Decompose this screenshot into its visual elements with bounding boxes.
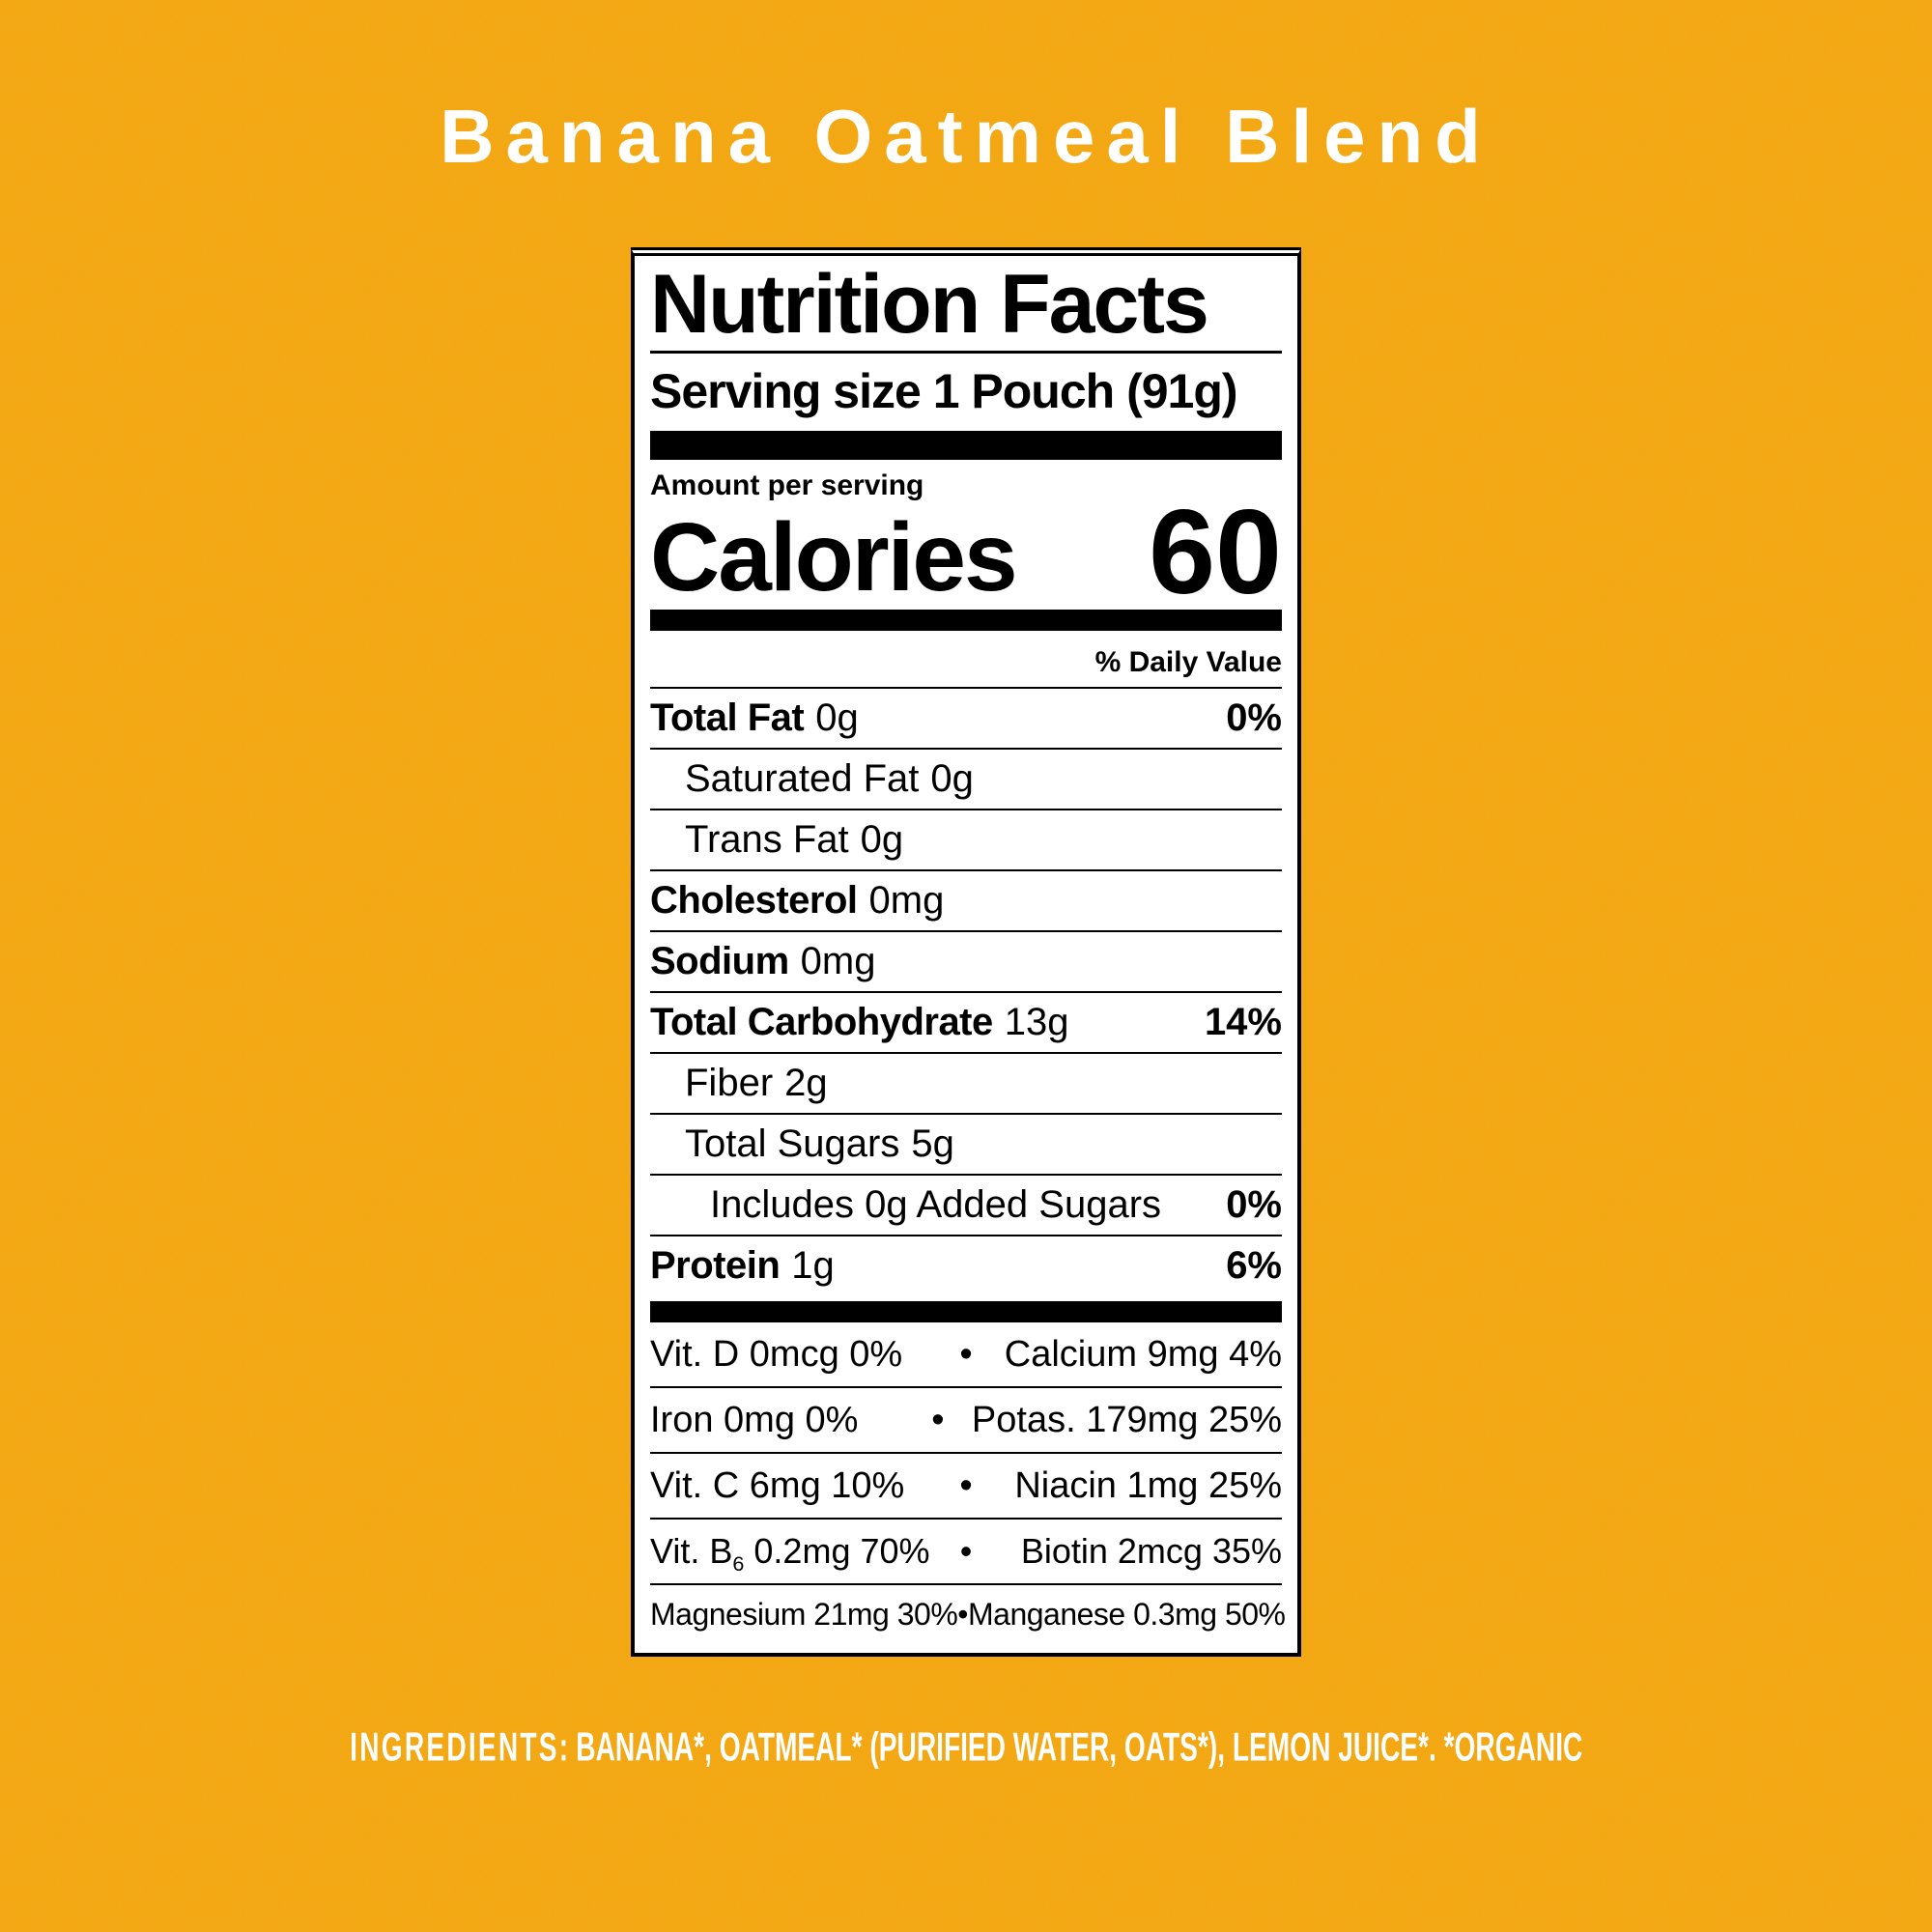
nutrient-name: Includes 0g Added Sugars bbox=[710, 1183, 1162, 1227]
micronutrient-left: Vit. B6 0.2mg 70% bbox=[650, 1531, 932, 1574]
micronutrient-left: Magnesium 21mg 30% bbox=[650, 1596, 958, 1632]
nutrient-row-saturated-fat: Saturated Fat 0g bbox=[650, 750, 1282, 811]
nutrient-name: Total Fat bbox=[650, 696, 805, 740]
nutrient-amount: 0mg bbox=[868, 879, 945, 923]
nutrient-name: Protein bbox=[650, 1244, 781, 1288]
bullet-separator: • bbox=[957, 1596, 968, 1632]
micronutrient-right: Calcium 9mg 4% bbox=[1004, 1333, 1282, 1375]
amount-per-serving-label: Amount per serving bbox=[650, 469, 924, 502]
micronutrient-right: Biotin 2mcg 35% bbox=[1020, 1531, 1282, 1572]
nutrient-name: Fiber bbox=[685, 1062, 774, 1105]
nutrient-amount: 1g bbox=[791, 1244, 835, 1288]
calories-row: Calories 60 bbox=[650, 485, 1282, 619]
nutrient-row-total-fat: Total Fat 0g 0% bbox=[650, 689, 1282, 751]
nutrient-name: Saturated Fat bbox=[685, 757, 920, 801]
nutrient-row-added-sugars: Includes 0g Added Sugars 0% bbox=[650, 1176, 1282, 1237]
micronutrient-row-vit-b6-biotin: Vit. B6 0.2mg 70% • Biotin 2mcg 35% bbox=[650, 1520, 1282, 1586]
daily-value-header: % Daily Value bbox=[650, 637, 1282, 690]
nutrition-facts-heading: Nutrition Facts bbox=[650, 263, 1282, 355]
vit-b-subscript: 6 bbox=[732, 1551, 745, 1577]
micronutrient-row-iron-potassium: Iron 0mg 0% • Potas. 179mg 25% bbox=[650, 1388, 1282, 1455]
product-title: Banana Oatmeal Blend bbox=[440, 94, 1492, 179]
micronutrient-row-vit-d-calcium: Vit. D 0mcg 0% • Calcium 9mg 4% bbox=[650, 1322, 1282, 1389]
ingredients-list: BANANA*, OATMEAL* (PURIFIED WATER, OATS*… bbox=[576, 1725, 1583, 1771]
bullet-separator: • bbox=[959, 1464, 973, 1506]
nutrient-row-fiber: Fiber 2g bbox=[650, 1054, 1282, 1116]
calories-value: 60 bbox=[1149, 485, 1282, 619]
medium-divider-bar bbox=[650, 610, 1282, 632]
nutrient-amount: 5g bbox=[911, 1122, 954, 1166]
thick-divider-bar bbox=[650, 431, 1282, 461]
nutrient-amount: 13g bbox=[1004, 1001, 1069, 1044]
nutrient-amount: 0g bbox=[930, 757, 974, 801]
calories-label: Calories bbox=[650, 503, 1018, 612]
nutrient-row-total-sugars: Total Sugars 5g bbox=[650, 1115, 1282, 1177]
nutrition-facts-panel: Nutrition Facts Serving size 1 Pouch (91… bbox=[631, 247, 1301, 1658]
micronutrient-row-vit-c-niacin: Vit. C 6mg 10% • Niacin 1mg 25% bbox=[650, 1454, 1282, 1520]
nutrient-name: Total Carbohydrate bbox=[650, 1001, 993, 1044]
micronutrient-row-magnesium-manganese: Magnesium 21mg 30% • Manganese 0.3mg 50% bbox=[650, 1585, 1286, 1643]
serving-size-text: Serving size 1 Pouch (91g) bbox=[650, 364, 1238, 419]
nutrient-row-sodium: Sodium 0mg bbox=[650, 932, 1282, 994]
nutrient-amount: 2g bbox=[784, 1062, 828, 1105]
nutrient-daily-value: 6% bbox=[1226, 1244, 1282, 1288]
nutrient-name: Trans Fat bbox=[685, 818, 849, 862]
micronutrient-left: Vit. D 0mcg 0% bbox=[650, 1333, 903, 1375]
nutrient-daily-value: 0% bbox=[1226, 1183, 1282, 1227]
micronutrient-left: Vit. C 6mg 10% bbox=[650, 1464, 905, 1506]
nutrient-name: Total Sugars bbox=[685, 1122, 900, 1166]
nutrient-daily-value: 14% bbox=[1204, 1001, 1282, 1044]
nutrient-daily-value: 0% bbox=[1226, 696, 1282, 740]
vit-b-text: Vit. B bbox=[650, 1531, 733, 1572]
ingredients-text-wrapper: INGREDIENTS: BANANA*, OATMEAL* (PURIFIED … bbox=[350, 1725, 1582, 1771]
nutrient-row-cholesterol: Cholesterol 0mg bbox=[650, 871, 1282, 933]
micronutrient-right: Manganese 0.3mg 50% bbox=[967, 1596, 1286, 1632]
micronutrient-right: Potas. 179mg 25% bbox=[971, 1399, 1282, 1440]
nutrient-row-protein: Protein 1g 6% bbox=[650, 1236, 1282, 1295]
bullet-separator: • bbox=[931, 1399, 945, 1440]
micronutrient-left: Iron 0mg 0% bbox=[650, 1399, 859, 1440]
micronutrient-right: Niacin 1mg 25% bbox=[1014, 1464, 1282, 1506]
nutrient-amount: 0mg bbox=[800, 940, 876, 983]
nutrient-name: Sodium bbox=[650, 940, 789, 983]
medium-divider-bar bbox=[650, 1301, 1282, 1323]
ingredients-label: INGREDIENTS: bbox=[349, 1725, 571, 1771]
bullet-separator: • bbox=[959, 1333, 973, 1375]
nutrient-row-trans-fat: Trans Fat 0g bbox=[650, 810, 1282, 872]
bullet-separator: • bbox=[959, 1531, 973, 1572]
nutrient-amount: 0g bbox=[860, 818, 904, 862]
vit-b-amount: 0.2mg 70% bbox=[744, 1531, 930, 1572]
ingredients-line: INGREDIENTS: BANANA*, OATMEAL* (PURIFIED … bbox=[0, 1725, 1932, 1770]
nutrient-amount: 0g bbox=[815, 696, 859, 740]
nutrient-row-total-carbohydrate: Total Carbohydrate 13g 14% bbox=[650, 993, 1282, 1055]
nutrient-name: Cholesterol bbox=[650, 879, 858, 923]
